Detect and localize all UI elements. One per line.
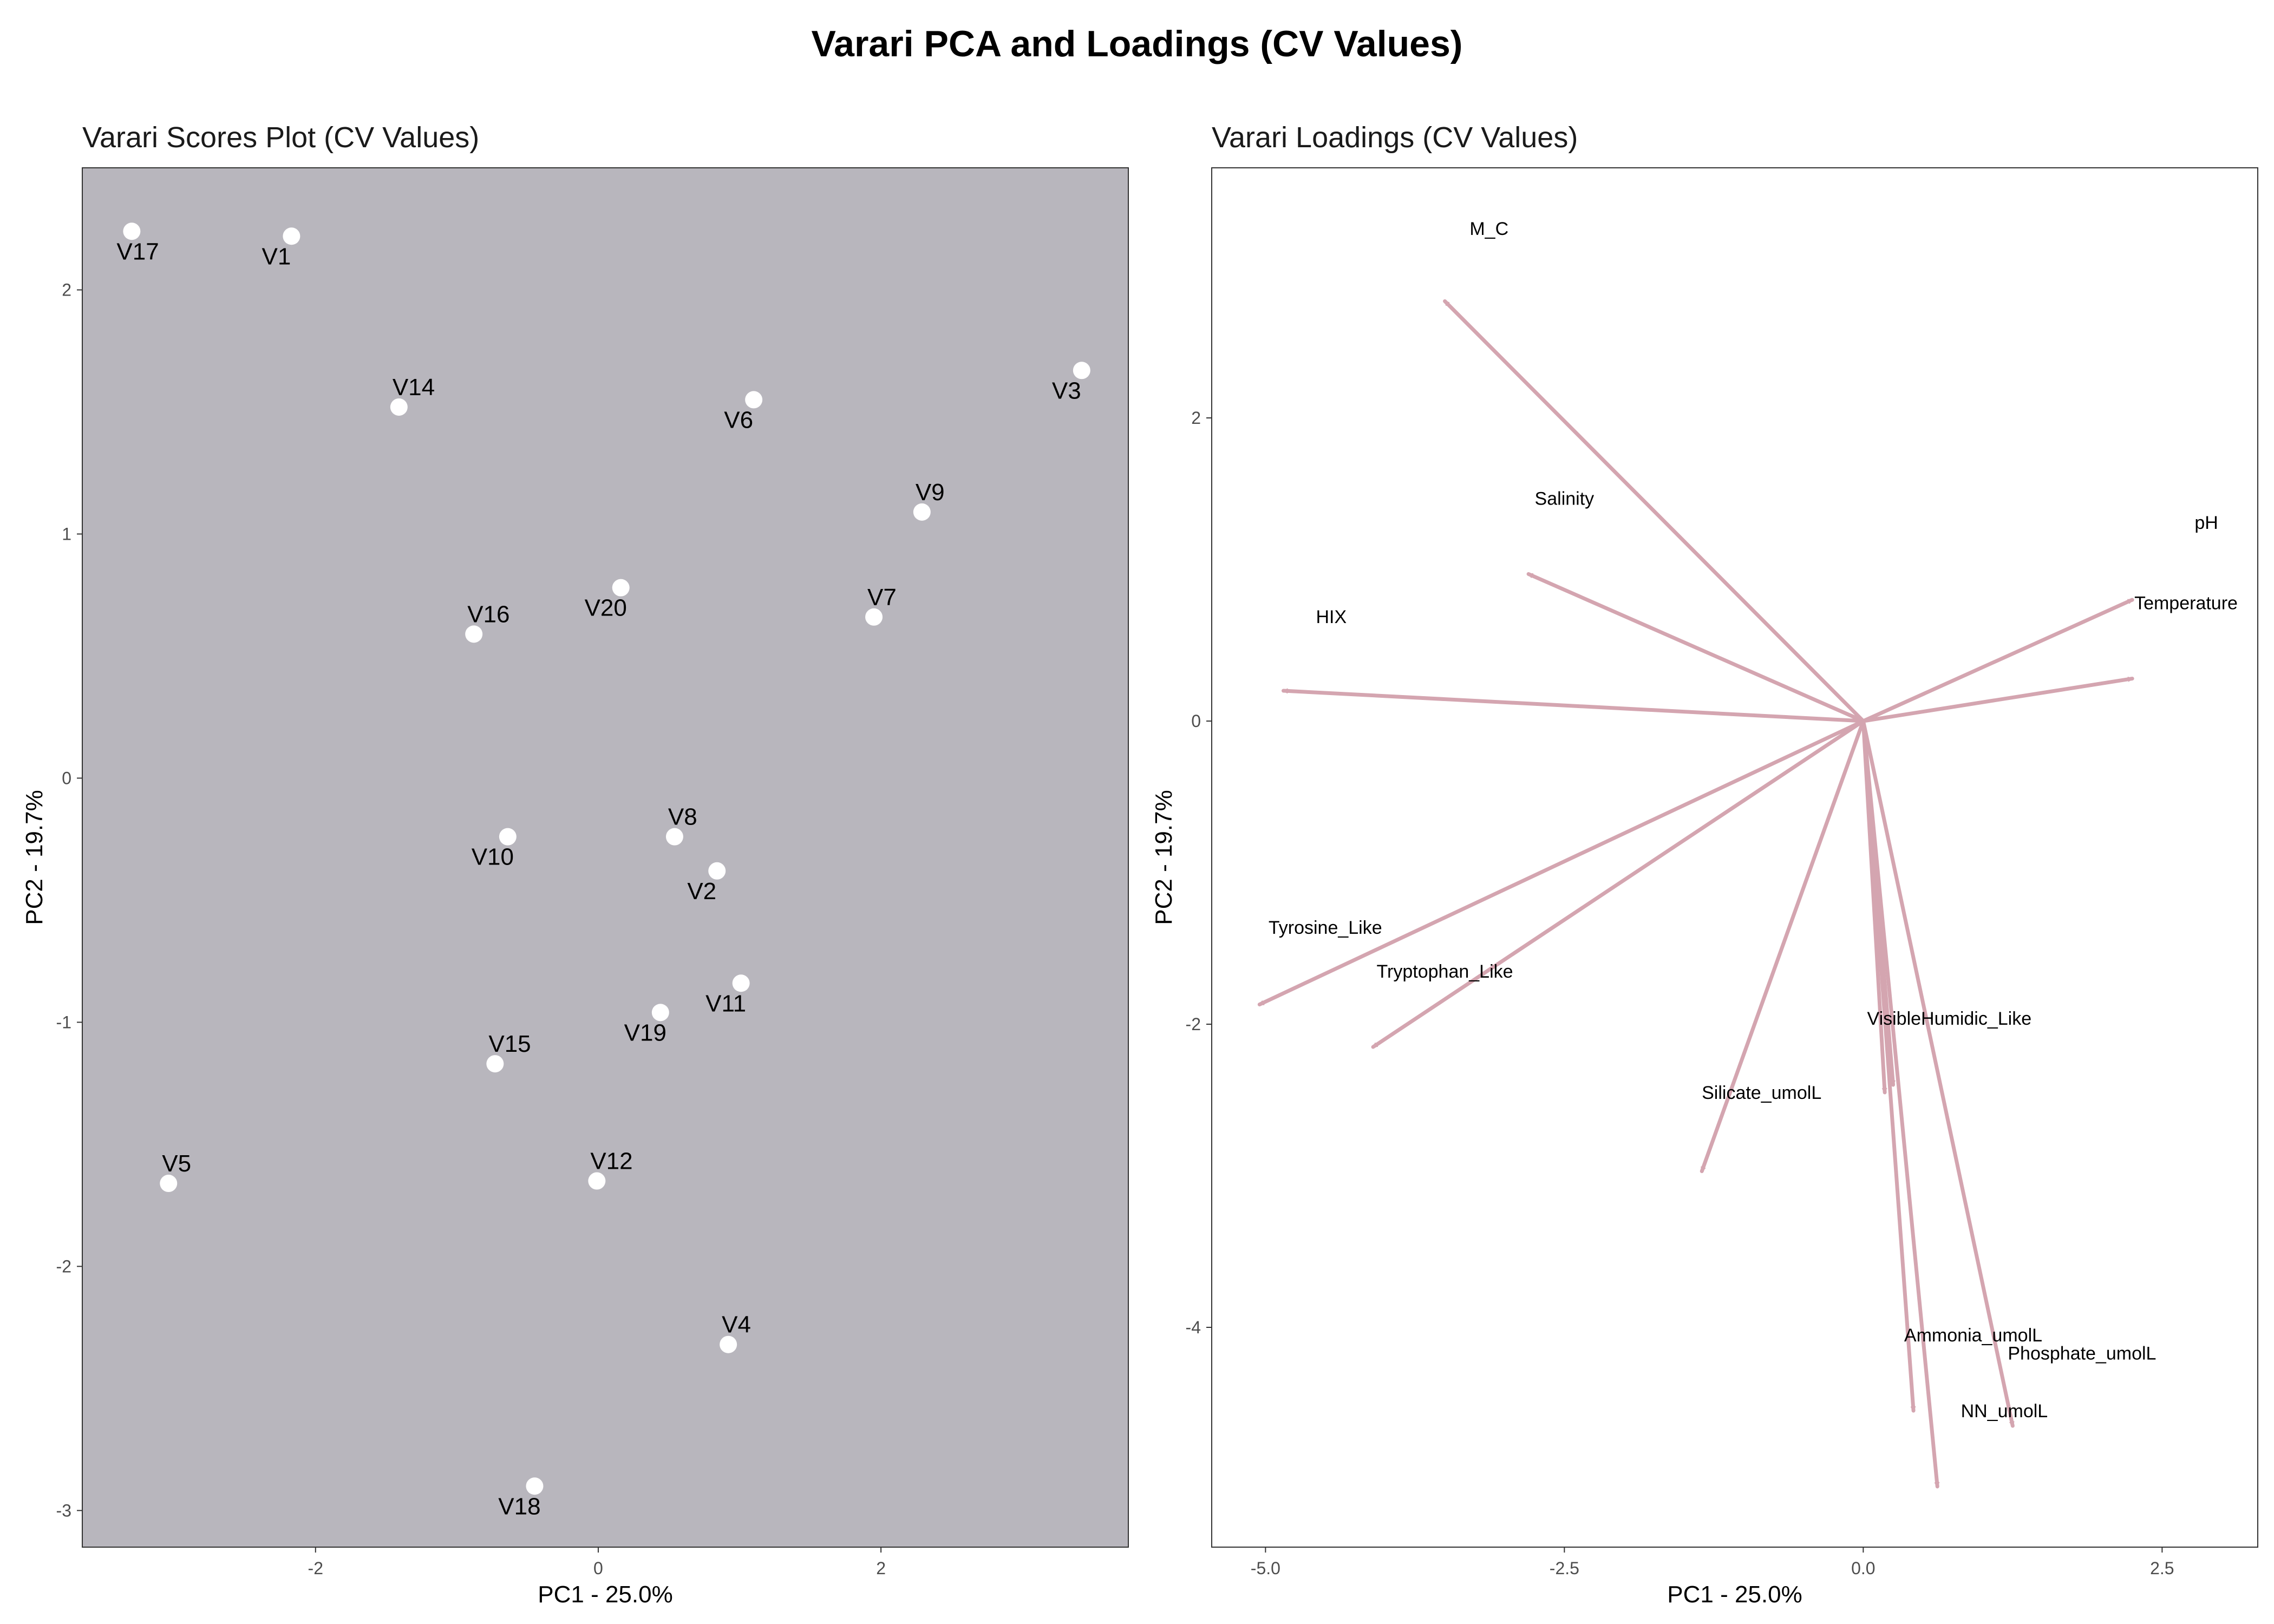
score-point bbox=[732, 974, 750, 992]
scores-y-tick-label: -2 bbox=[56, 1256, 71, 1276]
score-point-label: V6 bbox=[724, 407, 753, 433]
score-point bbox=[390, 398, 408, 416]
scores-x-tick-label: 0 bbox=[593, 1558, 603, 1578]
scores-points: V17 V1 V14 V3 V6 V9 V16 V20 V7 V10 V8 V2 V11 V19 V15 V5… bbox=[116, 222, 1090, 1520]
loadings-y-tick-label: 2 bbox=[1191, 408, 1201, 428]
score-point bbox=[123, 222, 141, 240]
score-point bbox=[1073, 362, 1090, 379]
loadings-x-tick-label: 0.0 bbox=[1851, 1558, 1875, 1578]
score-point-label: V5 bbox=[162, 1150, 191, 1177]
loading-arrow bbox=[1443, 299, 1865, 723]
score-point-label: V17 bbox=[116, 238, 159, 265]
loading-arrow bbox=[1861, 719, 2015, 1428]
score-point-label: V7 bbox=[867, 584, 897, 611]
loadings-x-tick-label: 2.5 bbox=[2150, 1558, 2174, 1578]
loading-arrow bbox=[1861, 679, 2134, 723]
loadings-x-axis: -5.0 -2.5 0.0 2.5 bbox=[1251, 1547, 2174, 1578]
loading-variable-label: Ammonia_umolL bbox=[1904, 1325, 2042, 1346]
score-point bbox=[588, 1172, 606, 1190]
score-point-label: V10 bbox=[472, 844, 514, 870]
loading-variable-label: Phosphate_umolL bbox=[2008, 1344, 2156, 1364]
loadings-x-axis-title: PC1 - 25.0% bbox=[1667, 1581, 1802, 1608]
score-point bbox=[708, 862, 726, 880]
loading-arrow bbox=[1257, 719, 1865, 1007]
loading-variable-label: Salinity bbox=[1535, 488, 1595, 509]
loadings-variable-labels: M_C Salinity pH Temperature HIX Tyrosine_Like… bbox=[1269, 219, 2238, 1422]
scores-y-tick-label: -1 bbox=[56, 1012, 71, 1032]
score-point bbox=[720, 1335, 737, 1353]
loading-arrow bbox=[1861, 598, 2134, 723]
score-point bbox=[745, 391, 763, 409]
score-point bbox=[913, 503, 931, 521]
loadings-y-tick-label: -4 bbox=[1186, 1318, 1201, 1337]
score-point-label: V9 bbox=[916, 479, 945, 506]
scores-y-tick-label: 0 bbox=[62, 768, 71, 788]
loading-arrow bbox=[1861, 719, 1937, 1489]
loading-variable-label: VisibleHumidic_Like bbox=[1867, 1009, 2032, 1029]
scores-x-tick-label: 2 bbox=[876, 1558, 886, 1578]
scores-x-tick-label: -2 bbox=[308, 1558, 323, 1578]
scores-plot-area bbox=[82, 167, 1129, 1548]
loadings-y-axis-title: PC2 - 19.7% bbox=[1151, 790, 1177, 925]
scores-y-tick-label: 2 bbox=[62, 280, 71, 299]
scores-y-axis: 2 1 0 -1 -2 -3 bbox=[56, 280, 82, 1520]
score-point-label: V8 bbox=[668, 804, 697, 830]
score-point-label: V16 bbox=[467, 601, 509, 627]
score-point-label: V15 bbox=[488, 1031, 531, 1057]
loadings-y-tick-label: -2 bbox=[1186, 1014, 1201, 1034]
loading-variable-label: Tyrosine_Like bbox=[1269, 918, 1382, 938]
score-point-label: V1 bbox=[262, 243, 291, 270]
loadings-arrows bbox=[1257, 299, 2134, 1489]
scores-y-axis-title: PC2 - 19.7% bbox=[21, 790, 48, 925]
loading-arrow bbox=[1281, 691, 1865, 723]
score-point bbox=[283, 227, 300, 245]
score-point-label: V3 bbox=[1052, 377, 1081, 404]
score-point bbox=[465, 625, 483, 643]
score-point bbox=[651, 1004, 669, 1021]
score-point-label: V12 bbox=[590, 1148, 632, 1175]
loadings-x-tick-label: -5.0 bbox=[1251, 1558, 1280, 1578]
loadings-title: Varari Loadings (CV Values) bbox=[1212, 121, 1578, 154]
score-point bbox=[665, 828, 683, 846]
loadings-x-tick-label: -2.5 bbox=[1550, 1558, 1579, 1578]
loading-variable-label: pH bbox=[2194, 513, 2218, 533]
score-point-label: V11 bbox=[705, 990, 746, 1017]
loadings-plot-area bbox=[1211, 167, 2258, 1548]
score-point-label: V14 bbox=[393, 374, 435, 401]
loadings-panel: Varari Loadings (CV Values) -5.0 -2.5 0.0 2… bbox=[1151, 121, 2258, 1608]
scores-x-axis: -2 0 2 bbox=[308, 1547, 886, 1578]
scores-x-axis-title: PC1 - 25.0% bbox=[538, 1581, 672, 1608]
score-point-label: V4 bbox=[722, 1312, 751, 1338]
score-point-label: V19 bbox=[624, 1019, 666, 1046]
loading-arrow bbox=[1371, 719, 1865, 1049]
loading-arrow bbox=[1700, 719, 1865, 1174]
loading-arrow bbox=[1861, 719, 1913, 1413]
loading-variable-label: NN_umolL bbox=[1961, 1401, 2048, 1422]
score-point bbox=[486, 1055, 504, 1073]
scores-panel: Varari Scores Plot (CV Values) -2 0 2 210-… bbox=[21, 121, 1129, 1608]
scores-title: Varari Scores Plot (CV Values) bbox=[82, 121, 479, 154]
score-point bbox=[160, 1175, 178, 1193]
loadings-y-tick-label: 0 bbox=[1191, 711, 1201, 731]
loading-variable-label: Tryptophan_Like bbox=[1377, 961, 1513, 982]
score-point-label: V20 bbox=[585, 595, 627, 621]
loading-arrow bbox=[1526, 572, 1865, 723]
loading-variable-label: Temperature bbox=[2134, 593, 2238, 614]
score-point-label: V18 bbox=[498, 1493, 540, 1520]
score-point-label: V2 bbox=[687, 878, 716, 905]
score-point bbox=[499, 828, 517, 846]
page-title: Varari PCA and Loadings (CV Values) bbox=[811, 23, 1463, 64]
loading-variable-label: M_C bbox=[1469, 219, 1508, 239]
loading-variable-label: HIX bbox=[1316, 607, 1347, 627]
score-point bbox=[612, 579, 630, 597]
scores-y-tick-label: -3 bbox=[56, 1501, 71, 1520]
scores-y-tick-label: 1 bbox=[62, 524, 71, 543]
loadings-y-axis: 2 0 -2 -4 bbox=[1186, 408, 1212, 1337]
score-point bbox=[865, 608, 883, 626]
score-point bbox=[526, 1477, 544, 1495]
loading-variable-label: Silicate_umolL bbox=[1702, 1083, 1821, 1103]
